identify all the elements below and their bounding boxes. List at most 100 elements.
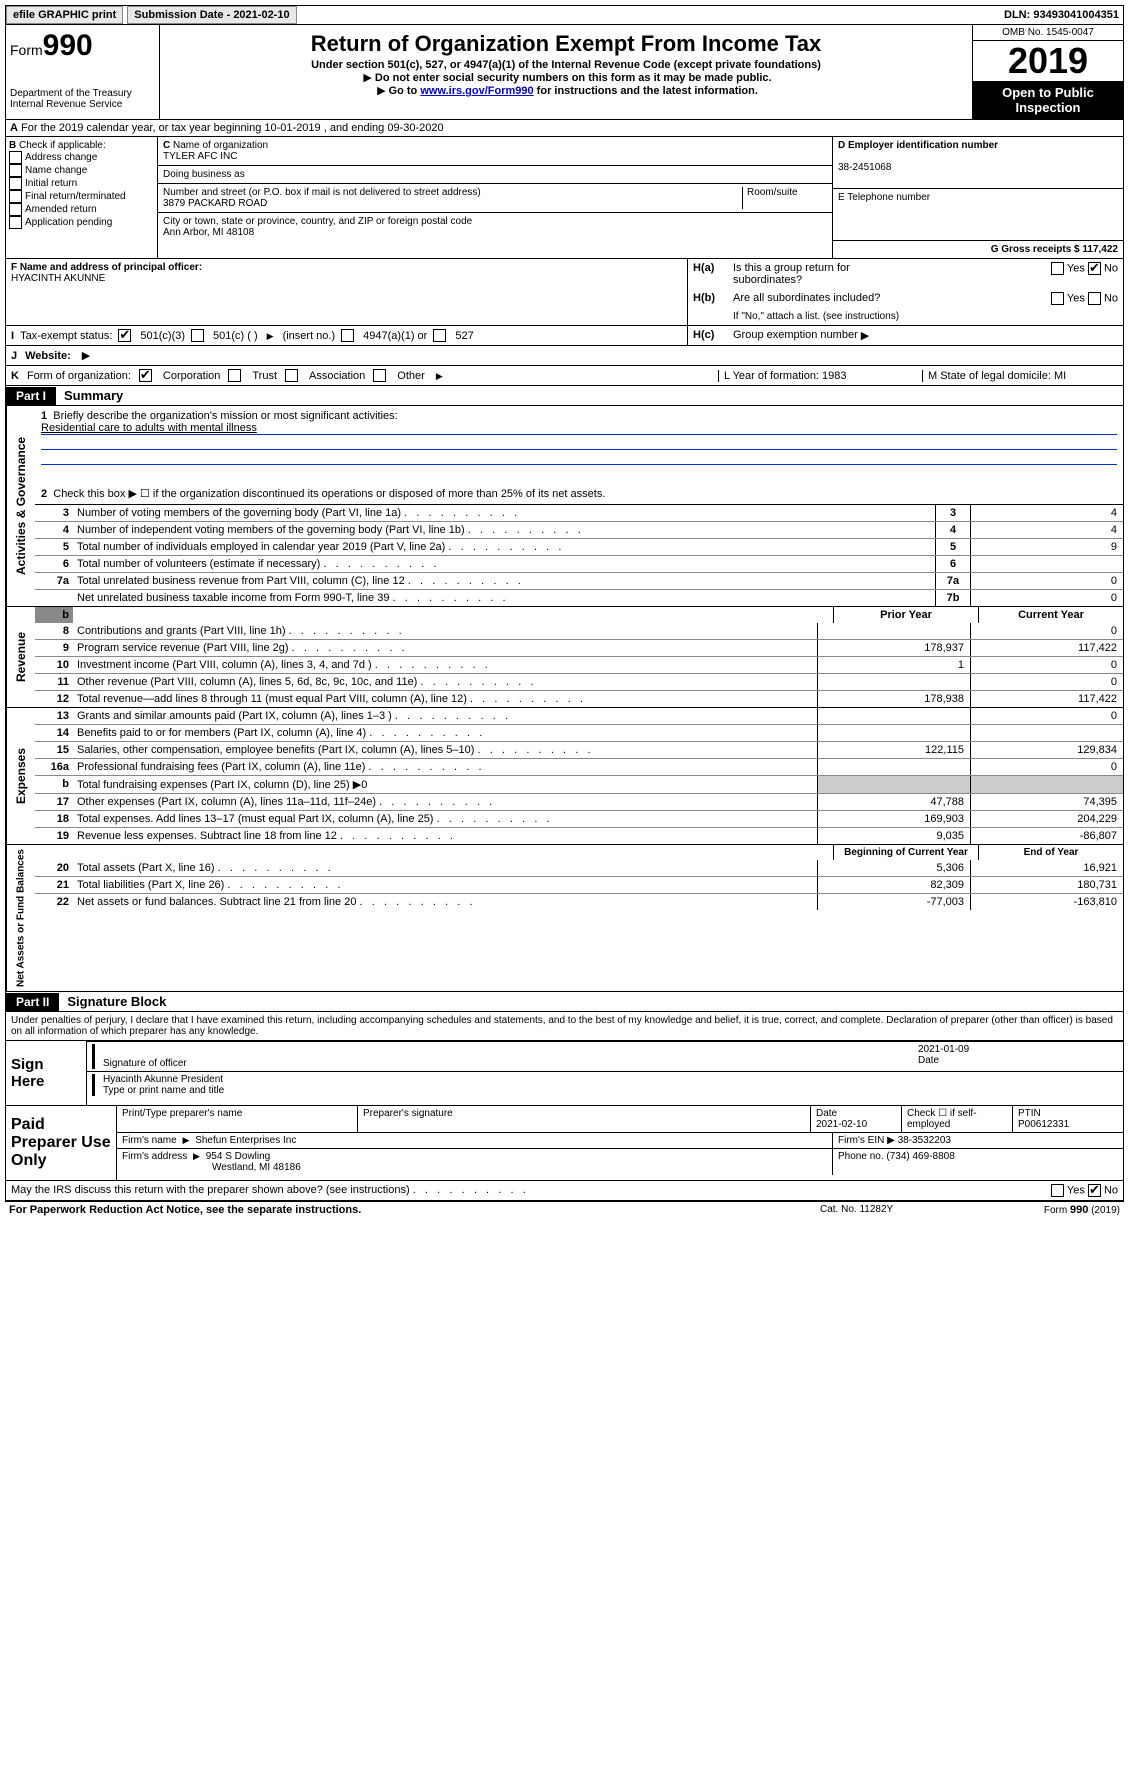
checkbox-address-change[interactable] <box>9 151 22 164</box>
summary-line: 11 Other revenue (Part VIII, column (A),… <box>35 673 1123 690</box>
printed-name: Hyacinth Akunne President <box>103 1074 1118 1085</box>
summary-line: 7a Total unrelated business revenue from… <box>35 572 1123 589</box>
summary-line: Net unrelated business taxable income fr… <box>35 589 1123 606</box>
checkbox-other[interactable] <box>373 369 386 382</box>
summary-line: 22 Net assets or fund balances. Subtract… <box>35 893 1123 910</box>
summary-line: 15 Salaries, other compensation, employe… <box>35 741 1123 758</box>
form-number: Form990 <box>10 29 155 63</box>
signature-block: Under penalties of perjury, I declare th… <box>5 1012 1124 1201</box>
checkbox-527[interactable] <box>433 329 446 342</box>
checkbox-4947[interactable] <box>341 329 354 342</box>
checkbox-pending[interactable] <box>9 216 22 229</box>
ssn-note: Do not enter social security numbers on … <box>164 71 968 84</box>
header-left: Form990 Department of the Treasury Inter… <box>6 25 160 119</box>
website-row: J Website: <box>5 346 1124 366</box>
summary-line: 5 Total number of individuals employed i… <box>35 538 1123 555</box>
header-mid: Return of Organization Exempt From Incom… <box>160 25 972 119</box>
side-label-net: Net Assets or Fund Balances <box>6 845 35 991</box>
checkbox-501c[interactable] <box>191 329 204 342</box>
firm-ein: Firm's EIN ▶ 38-3532203 <box>833 1133 1123 1148</box>
checkbox-corporation[interactable] <box>139 369 152 382</box>
row-a: A For the 2019 calendar year, or tax yea… <box>5 120 1124 137</box>
checkbox-initial-return[interactable] <box>9 177 22 190</box>
year-formation: L Year of formation: 1983 <box>718 370 914 382</box>
net-assets-section: Net Assets or Fund Balances Beginning of… <box>5 845 1124 992</box>
form-footer: For Paperwork Reduction Act Notice, see … <box>5 1201 1124 1218</box>
checkbox-hb-no[interactable] <box>1088 292 1101 305</box>
street-address: 3879 PACKARD ROAD <box>163 198 267 209</box>
part2-header: Part II Signature Block <box>5 992 1124 1012</box>
state-domicile: M State of legal domicile: MI <box>922 370 1118 382</box>
mission-text: Residential care to adults with mental i… <box>41 422 1117 434</box>
dln-label: DLN: 93493041004351 <box>1004 9 1123 21</box>
col-c-name-address: C Name of organization TYLER AFC INC Doi… <box>158 137 832 258</box>
header-right: OMB No. 1545-0047 2019 Open to Public In… <box>972 25 1123 119</box>
checkbox-hb-yes[interactable] <box>1051 292 1064 305</box>
side-label-revenue: Revenue <box>6 607 35 707</box>
checkbox-final-return[interactable] <box>9 190 22 203</box>
revenue-section: Revenue b Prior Year Current Year 8 Cont… <box>5 607 1124 708</box>
prep-date: 2021-02-10 <box>816 1119 867 1130</box>
open-public-badge: Open to Public Inspection <box>973 81 1123 119</box>
firm-address: 954 S Dowling <box>206 1151 270 1162</box>
link-note: Go to www.irs.gov/Form990 for instructio… <box>164 84 968 97</box>
tax-year: 2019 <box>973 41 1123 81</box>
summary-line: 13 Grants and similar amounts paid (Part… <box>35 708 1123 724</box>
officer-row: F Name and address of principal officer:… <box>5 259 1124 346</box>
summary-line: 10 Investment income (Part VIII, column … <box>35 656 1123 673</box>
summary-line: 8 Contributions and grants (Part VIII, l… <box>35 623 1123 639</box>
checkbox-ha-yes[interactable] <box>1051 262 1064 275</box>
checkbox-discuss-yes[interactable] <box>1051 1184 1064 1197</box>
omb-number: OMB No. 1545-0047 <box>973 25 1123 41</box>
paid-preparer-label: Paid Preparer Use Only <box>6 1106 117 1180</box>
efile-button[interactable]: efile GRAPHIC print <box>6 6 123 24</box>
ptin-value: P00612331 <box>1018 1119 1069 1130</box>
summary-line: 6 Total number of volunteers (estimate i… <box>35 555 1123 572</box>
irs-link[interactable]: www.irs.gov/Form990 <box>420 85 533 97</box>
col-d-ein: D Employer identification number 38-2451… <box>832 137 1123 258</box>
expenses-section: Expenses 13 Grants and similar amounts p… <box>5 708 1124 845</box>
firm-name: Shefun Enterprises Inc <box>195 1135 296 1146</box>
top-toolbar: efile GRAPHIC print Submission Date - 20… <box>5 5 1124 25</box>
checkbox-trust[interactable] <box>228 369 241 382</box>
checkbox-name-change[interactable] <box>9 164 22 177</box>
summary-line: 3 Number of voting members of the govern… <box>35 505 1123 521</box>
form-header: Form990 Department of the Treasury Inter… <box>5 25 1124 120</box>
discuss-question: May the IRS discuss this return with the… <box>11 1184 1051 1197</box>
summary-line: 18 Total expenses. Add lines 13–17 (must… <box>35 810 1123 827</box>
firm-city: Westland, MI 48186 <box>122 1162 301 1173</box>
checkbox-discuss-no[interactable] <box>1088 1184 1101 1197</box>
checkbox-501c3[interactable] <box>118 329 131 342</box>
org-name: TYLER AFC INC <box>163 151 237 162</box>
summary-line: 12 Total revenue—add lines 8 through 11 … <box>35 690 1123 707</box>
summary-line: b Total fundraising expenses (Part IX, c… <box>35 775 1123 793</box>
summary-line: 21 Total liabilities (Part X, line 26) 8… <box>35 876 1123 893</box>
dept-label: Department of the Treasury <box>10 88 155 99</box>
form-subtitle: Under section 501(c), 527, or 4947(a)(1)… <box>164 59 968 71</box>
checkbox-amended[interactable] <box>9 203 22 216</box>
side-label-expenses: Expenses <box>6 708 35 844</box>
room-suite: Room/suite <box>743 187 827 209</box>
checkbox-association[interactable] <box>285 369 298 382</box>
submission-date-button[interactable]: Submission Date - 2021-02-10 <box>127 6 296 24</box>
summary-line: 14 Benefits paid to or for members (Part… <box>35 724 1123 741</box>
k-row: K Form of organization: Corporation Trus… <box>5 366 1124 386</box>
checkbox-ha-no[interactable] <box>1088 262 1101 275</box>
perjury-text: Under penalties of perjury, I declare th… <box>6 1012 1123 1040</box>
summary-line: 20 Total assets (Part X, line 16) 5,306 … <box>35 860 1123 876</box>
ein-value: 38-2451068 <box>838 162 891 173</box>
summary-line: 19 Revenue less expenses. Subtract line … <box>35 827 1123 844</box>
part1-header: Part I Summary <box>5 386 1124 406</box>
city-state-zip: Ann Arbor, MI 48108 <box>163 227 254 238</box>
officer-name: HYACINTH AKUNNE <box>11 273 105 284</box>
sign-here-label: Sign Here <box>6 1041 87 1105</box>
side-label-governance: Activities & Governance <box>6 406 35 606</box>
activities-governance-section: Activities & Governance 1 Briefly descri… <box>5 406 1124 607</box>
dba-box: Doing business as <box>158 166 832 184</box>
irs-label: Internal Revenue Service <box>10 99 155 110</box>
form-title: Return of Organization Exempt From Incom… <box>164 31 968 57</box>
gross-receipts: G Gross receipts $ 117,422 <box>991 244 1118 255</box>
col-b-checkboxes: B Check if applicable: Address change Na… <box>6 137 158 258</box>
summary-line: 16a Professional fundraising fees (Part … <box>35 758 1123 775</box>
summary-line: 17 Other expenses (Part IX, column (A), … <box>35 793 1123 810</box>
